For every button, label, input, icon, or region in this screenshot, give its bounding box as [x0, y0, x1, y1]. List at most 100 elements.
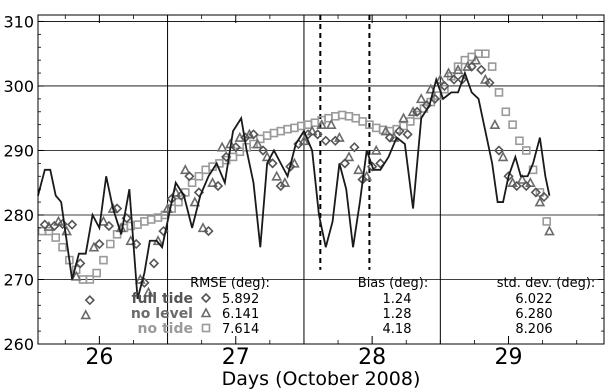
- data-point: [187, 178, 197, 188]
- data-point: [58, 242, 67, 252]
- data-point: [375, 158, 386, 169]
- data-point: [538, 191, 550, 203]
- stats-row-marker: [200, 292, 212, 304]
- stats-std: 8.206: [515, 322, 552, 337]
- stats-row-label: no level: [131, 306, 193, 322]
- data-point: [516, 173, 528, 184]
- data-point: [271, 170, 283, 181]
- data-point: [497, 151, 509, 162]
- data-point: [407, 106, 419, 117]
- data-point: [133, 220, 142, 229]
- data-point: [484, 77, 495, 88]
- data-point: [353, 164, 364, 175]
- data-point: [349, 142, 360, 153]
- data-point: [371, 123, 381, 133]
- data-point: [99, 255, 108, 265]
- data-point: [98, 215, 109, 226]
- y-tick-label: 280: [3, 206, 34, 225]
- data-point: [412, 106, 423, 117]
- stats-rmse: 7.614: [222, 322, 259, 337]
- series-line: [37, 70, 551, 300]
- data-point: [358, 117, 367, 126]
- x-tick-label: 27: [222, 345, 250, 370]
- data-point: [105, 239, 115, 249]
- data-point: [84, 295, 95, 306]
- series-observed: [37, 70, 551, 300]
- data-point: [481, 49, 490, 59]
- stats-bias: 1.28: [383, 307, 412, 322]
- data-point: [493, 145, 505, 156]
- data-point: [85, 275, 95, 284]
- data-point: [457, 74, 468, 85]
- stats-std: 6.280: [515, 307, 552, 322]
- data-point: [44, 226, 54, 236]
- data-point: [298, 135, 310, 146]
- data-point: [276, 126, 286, 136]
- data-point: [351, 113, 361, 123]
- data-point: [453, 62, 463, 71]
- y-tick-label: 290: [3, 141, 34, 160]
- data-point: [402, 129, 413, 140]
- data-point: [398, 112, 409, 123]
- data-point: [275, 180, 286, 192]
- data-point: [462, 60, 473, 71]
- data-point: [146, 215, 156, 224]
- data-point: [57, 218, 68, 230]
- data-point: [194, 171, 204, 181]
- data-point: [521, 146, 531, 155]
- data-point: [269, 128, 279, 138]
- data-point: [544, 225, 555, 236]
- data-point: [470, 54, 482, 65]
- plot-frame: [37, 14, 605, 345]
- data-point: [107, 202, 119, 213]
- data-point: [184, 171, 195, 182]
- stats-rmse: 6.141: [222, 307, 259, 322]
- stats-rmse: 5.892: [222, 292, 259, 307]
- data-point: [435, 73, 446, 84]
- data-point: [61, 225, 72, 236]
- stats-std: 6.022: [515, 292, 552, 307]
- data-point: [49, 220, 60, 232]
- data-point: [530, 187, 541, 198]
- tick-layer: 260 270 280 290 300 310 26 27 28 29: [3, 12, 604, 370]
- stats-header: Bias (deg):: [358, 276, 428, 291]
- data-point: [394, 125, 405, 137]
- series-full-tide: [39, 61, 550, 306]
- data-point: [207, 177, 218, 188]
- stats-header: std. dev. (deg):: [497, 276, 596, 291]
- data-point: [440, 84, 449, 94]
- x-axis-label: Days (October 2008): [222, 368, 421, 389]
- data-point: [415, 93, 427, 104]
- data-point: [448, 74, 460, 85]
- data-point: [189, 196, 201, 207]
- data-point: [494, 88, 504, 97]
- data-point: [344, 111, 354, 121]
- data-point: [39, 219, 50, 230]
- data-point: [94, 238, 105, 250]
- stats-row-label: no tide: [138, 321, 193, 337]
- data-point: [325, 118, 337, 129]
- data-point: [66, 219, 78, 230]
- stats-row-label: full tide: [131, 291, 193, 307]
- data-point: [487, 62, 497, 71]
- data-point: [197, 222, 209, 233]
- data-point: [111, 203, 123, 214]
- data-point: [439, 80, 450, 92]
- stats-row-marker: [200, 307, 212, 318]
- data-point: [310, 118, 320, 128]
- data-point: [143, 286, 154, 297]
- data-point: [70, 270, 82, 281]
- data-point: [330, 135, 341, 146]
- data-point: [148, 258, 160, 269]
- data-point: [303, 120, 313, 129]
- data-point: [51, 233, 61, 242]
- data-point: [337, 110, 347, 120]
- data-point: [140, 217, 149, 226]
- data-point: [370, 144, 382, 155]
- x-tick-label: 29: [495, 345, 523, 370]
- stats-bias: 4.18: [383, 322, 412, 337]
- data-point: [534, 196, 546, 207]
- data-point: [501, 107, 511, 117]
- data-point: [201, 165, 211, 175]
